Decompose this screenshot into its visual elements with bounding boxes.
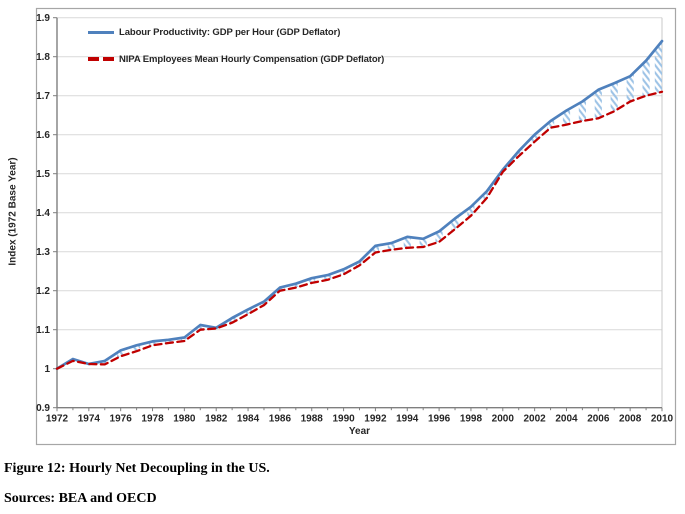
figure-caption-title: Hourly Net Decoupling in the US.	[69, 461, 270, 476]
decoupling-gap-hatch	[451, 215, 459, 232]
y-tick-label: 1.3	[36, 247, 50, 258]
x-tick-label: 1976	[110, 414, 133, 425]
x-tick-label: 1972	[46, 414, 69, 425]
y-tick-label: 1.4	[36, 208, 50, 219]
x-tick-label: 2000	[492, 414, 515, 425]
x-tick-label: 2002	[524, 414, 547, 425]
productivity-line	[55, 39, 664, 371]
x-tick-label: 1990	[332, 414, 355, 425]
legend-label-compensation: NIPA Employees Mean Hourly Compensation …	[119, 53, 385, 65]
y-tick-label: 1	[44, 364, 50, 375]
productivity-line-swatch	[88, 30, 114, 34]
figure-caption: Figure 12: Hourly Net Decoupling in the …	[4, 461, 270, 477]
x-axis-title: Year	[348, 426, 371, 437]
decoupling-gap-hatch	[654, 41, 662, 94]
x-tick-label: 1988	[301, 414, 324, 425]
x-tick-label: 1982	[205, 414, 228, 425]
x-tick-label: 1974	[78, 414, 101, 425]
x-tick-label: 1980	[173, 414, 196, 425]
legend-item-compensation: NIPA Employees Mean Hourly Compensation …	[88, 51, 384, 67]
decoupling-gap-hatch	[467, 203, 475, 219]
y-tick-label: 1.6	[36, 130, 50, 141]
compensation-line	[55, 90, 664, 370]
chart-outer-border	[35, 7, 677, 446]
y-tick-label: 1.5	[36, 169, 50, 180]
decoupling-gap-hatch	[531, 131, 539, 145]
x-tick-label: 1984	[237, 414, 260, 425]
y-tick-label: 1.2	[36, 286, 50, 297]
x-tick-label: 2010	[651, 414, 674, 425]
y-tick-label: 1.9	[36, 13, 50, 24]
figure-sources: Sources: BEA and OECD	[4, 491, 157, 506]
y-tick-label: 0.9	[36, 403, 50, 414]
y-axis-title: Index (1972 Base Year)	[7, 157, 19, 266]
y-tick-label: 1.1	[36, 325, 50, 336]
x-tick-label: 1992	[364, 414, 387, 425]
x-tick-label: 2008	[619, 414, 642, 425]
decoupling-gap-hatch	[626, 72, 634, 104]
x-tick-label: 1998	[460, 414, 483, 425]
y-tick-label: 1.8	[36, 52, 50, 63]
x-tick-label: 1986	[269, 414, 292, 425]
decoupling-chart: 0.9 1 1.1 1.2 1.3 1.4 1.5 1.6 1.7 1.8 1.9 1972 1974 1…	[35, 7, 677, 446]
x-tick-label: 2004	[555, 414, 578, 425]
legend-label-productivity: Labour Productivity: GDP per Hour (GDP D…	[119, 26, 341, 38]
decoupling-gap-hatch	[403, 237, 411, 249]
decoupling-gap-hatch	[578, 98, 586, 122]
decoupling-gap-hatch	[117, 349, 125, 359]
decoupling-gap-hatch	[594, 88, 602, 119]
legend-item-productivity: Labour Productivity: GDP per Hour (GDP D…	[88, 24, 384, 40]
y-tick-label: 1.7	[36, 91, 50, 102]
decoupling-gap-hatch	[610, 81, 618, 113]
x-tick-label: 1978	[141, 414, 164, 425]
x-tick-label: 2006	[587, 414, 610, 425]
x-tick-label: 1996	[428, 414, 451, 425]
decoupling-gap-hatch	[642, 56, 650, 97]
legend: Labour Productivity: GDP per Hour (GDP D…	[88, 24, 384, 78]
x-tick-label: 1994	[396, 414, 419, 425]
figure-caption-label: Figure 12:	[4, 461, 66, 476]
compensation-line-swatch	[88, 57, 114, 61]
